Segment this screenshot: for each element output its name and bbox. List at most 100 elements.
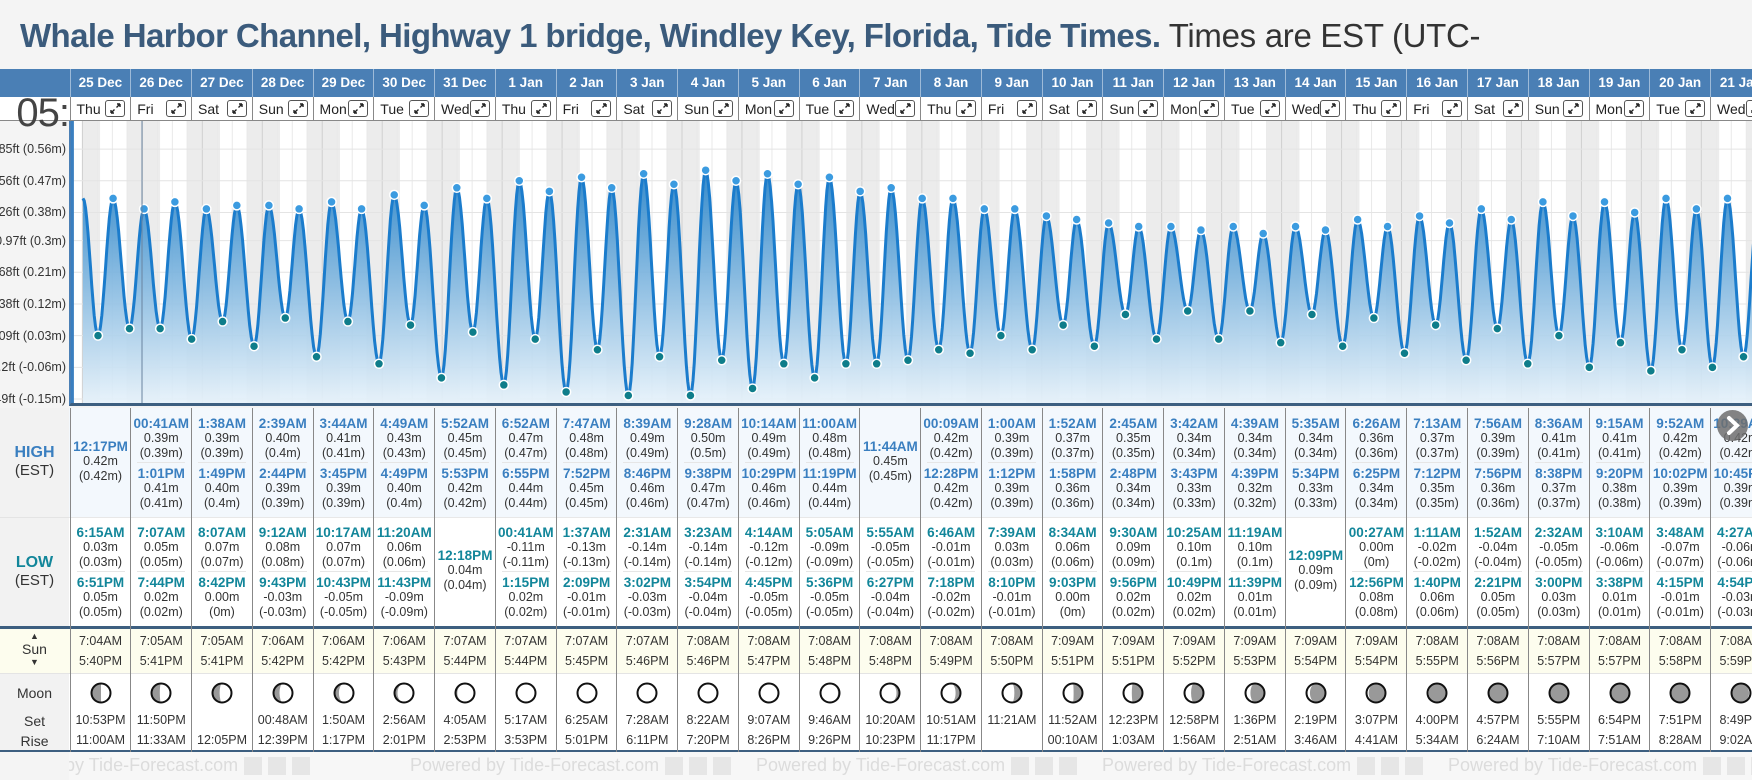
- moonrise-time: 11:00AM: [75, 733, 126, 747]
- moonset-time: 5:17AM: [504, 713, 548, 727]
- expand-day-button[interactable]: [1138, 100, 1159, 117]
- low-tide-entry: 9:03PM 0.00m (0m): [1043, 575, 1103, 620]
- high-tide-point: [1599, 196, 1610, 208]
- expand-day-button[interactable]: [652, 100, 673, 117]
- tide-height: -0.06m: [1600, 540, 1639, 554]
- weekday-label: Tue: [805, 101, 830, 117]
- moon-phase-icon: [1426, 682, 1448, 704]
- low-tide-entry: 4:14AM -0.12m (-0.12m): [739, 525, 799, 570]
- tide-height: 0.34m: [1298, 431, 1334, 445]
- tide-time: 9:43PM: [259, 575, 307, 590]
- expand-day-button[interactable]: [1077, 100, 1098, 117]
- high-tide-point: [1567, 210, 1579, 222]
- tide-time: 10:29PM: [741, 466, 797, 481]
- expand-day-button[interactable]: [1381, 100, 1402, 117]
- sunset-time: 5:40PM: [78, 654, 123, 668]
- expand-day-button[interactable]: [1745, 100, 1752, 117]
- expand-day-button[interactable]: [1198, 100, 1219, 117]
- tide-height: 0.00m: [204, 590, 240, 604]
- next-page-button[interactable]: [1717, 410, 1748, 441]
- tide-time: 8:36AM: [1534, 416, 1583, 431]
- sunrise-time: 7:08AM: [686, 634, 730, 648]
- high-tide-entry: 10:02PM 0.39m (0.39m): [1650, 466, 1710, 511]
- moonrise-time: 7:10AM: [1537, 733, 1581, 747]
- high-tide-entry: 10:14AM 0.49m (0.49m): [739, 416, 799, 461]
- expand-day-button[interactable]: [955, 100, 976, 117]
- expand-day-button[interactable]: [166, 100, 186, 117]
- tide-time: 7:39AM: [987, 525, 1036, 540]
- expand-day-button[interactable]: [348, 100, 369, 117]
- expand-icon: [1021, 103, 1033, 114]
- high-tide-point: [1629, 207, 1640, 218]
- tide-height-alt: (0.42m): [443, 496, 487, 510]
- expand-day-button[interactable]: [1502, 100, 1523, 117]
- low-tide-point: [1430, 319, 1441, 331]
- weekday-cell: Sat: [1041, 97, 1103, 121]
- expand-day-button[interactable]: [773, 100, 794, 117]
- tide-height: 0.02m: [1176, 590, 1212, 604]
- expand-day-button[interactable]: [409, 100, 430, 117]
- expand-day-button[interactable]: [530, 100, 551, 117]
- tide-height-alt: (0.39m): [1476, 446, 1520, 460]
- expand-day-button[interactable]: [1563, 100, 1584, 117]
- expand-day-button[interactable]: [1016, 100, 1037, 117]
- expand-day-button[interactable]: [1259, 100, 1280, 117]
- divider: [623, 462, 672, 463]
- tide-height-alt: (0.48m): [808, 446, 852, 460]
- expand-day-button[interactable]: [1441, 100, 1462, 117]
- high-tide-entry: 8:39AM 0.49m (0.49m): [617, 416, 677, 461]
- expand-day-button[interactable]: [591, 100, 612, 117]
- high-tide-entry: 8:36AM 0.41m (0.41m): [1529, 416, 1589, 461]
- sunset-time: 5:54PM: [1354, 654, 1398, 668]
- expand-day-button[interactable]: [1320, 100, 1341, 117]
- tide-height: -0.14m: [688, 540, 728, 554]
- tide-time: 7:56PM: [1474, 466, 1522, 481]
- expand-day-button[interactable]: [287, 100, 308, 117]
- low-tide-entry: 1:52AM -0.04m (-0.04m): [1468, 525, 1528, 570]
- expand-day-button[interactable]: [895, 100, 916, 117]
- divider: [1230, 571, 1279, 572]
- moonset-time: 9:46AM: [808, 713, 852, 727]
- tide-height: -0.05m: [1539, 540, 1579, 554]
- tide-height: 0.42m: [1662, 431, 1698, 445]
- expand-day-button[interactable]: [1685, 100, 1705, 117]
- low-tide-entry: 7:39AM 0.03m (0.03m): [982, 525, 1042, 570]
- expand-day-button[interactable]: [105, 100, 126, 117]
- moon-phase-icon: [1365, 682, 1387, 704]
- powered-by-watermark: Powered by Tide-Forecast.com: [756, 755, 1078, 776]
- expand-day-button[interactable]: [712, 100, 733, 117]
- expand-day-button[interactable]: [1624, 100, 1645, 117]
- sunset-time: 5:50PM: [990, 654, 1034, 668]
- low-tide-entry: 11:19AM 0.10m (0.1m): [1225, 525, 1285, 570]
- tide-height-alt: (0.42m): [1658, 446, 1702, 460]
- tide-height: 0.32m: [1237, 481, 1273, 495]
- weekday-cell: Fri: [1406, 97, 1467, 121]
- expand-day-button[interactable]: [226, 100, 247, 117]
- expand-day-button[interactable]: [469, 100, 490, 117]
- expand-day-button[interactable]: [834, 100, 855, 117]
- divider: [1595, 571, 1644, 572]
- high-tide-point: [1414, 210, 1425, 222]
- tide-height-alt: (0.07m): [321, 555, 366, 569]
- low-tide-point: [154, 323, 166, 334]
- low-tide-point: [902, 355, 914, 366]
- high-tide-point: [107, 193, 119, 204]
- low-tide-entry: 12:09PM 0.09m (0.09m): [1286, 548, 1346, 593]
- low-tide-point: [1213, 333, 1224, 345]
- high-tide-entry: 9:52AM 0.42m (0.42m): [1650, 416, 1710, 461]
- expand-icon: [961, 103, 972, 114]
- date-header: 3 Jan: [616, 69, 677, 97]
- tide-height: -0.13m: [567, 540, 607, 554]
- powered-by-watermark: Powered by Tide-Forecast.com: [410, 755, 732, 776]
- tide-time: 12:28PM: [923, 466, 979, 481]
- low-tide-entry: 2:32AM -0.05m (-0.05m): [1529, 525, 1589, 570]
- tide-time: 10:43PM: [316, 575, 371, 590]
- tide-height-alt: (0.39m): [990, 446, 1034, 460]
- sunset-time: 5:54PM: [1294, 654, 1338, 668]
- divider: [684, 462, 733, 463]
- day-column: 1:38AM 0.39m (0.39m) 1:49PM 0.40m (0.4m) 8:07A…: [191, 408, 252, 752]
- tide-height-alt: (0.42m): [929, 496, 973, 510]
- day-column: 12:17PM 0.42m (0.42m) 6:15AM 0.03m (0.03m) 6:5…: [69, 408, 131, 752]
- weekday-label: Fri: [987, 101, 1005, 117]
- tide-time: 2:48PM: [1109, 466, 1158, 481]
